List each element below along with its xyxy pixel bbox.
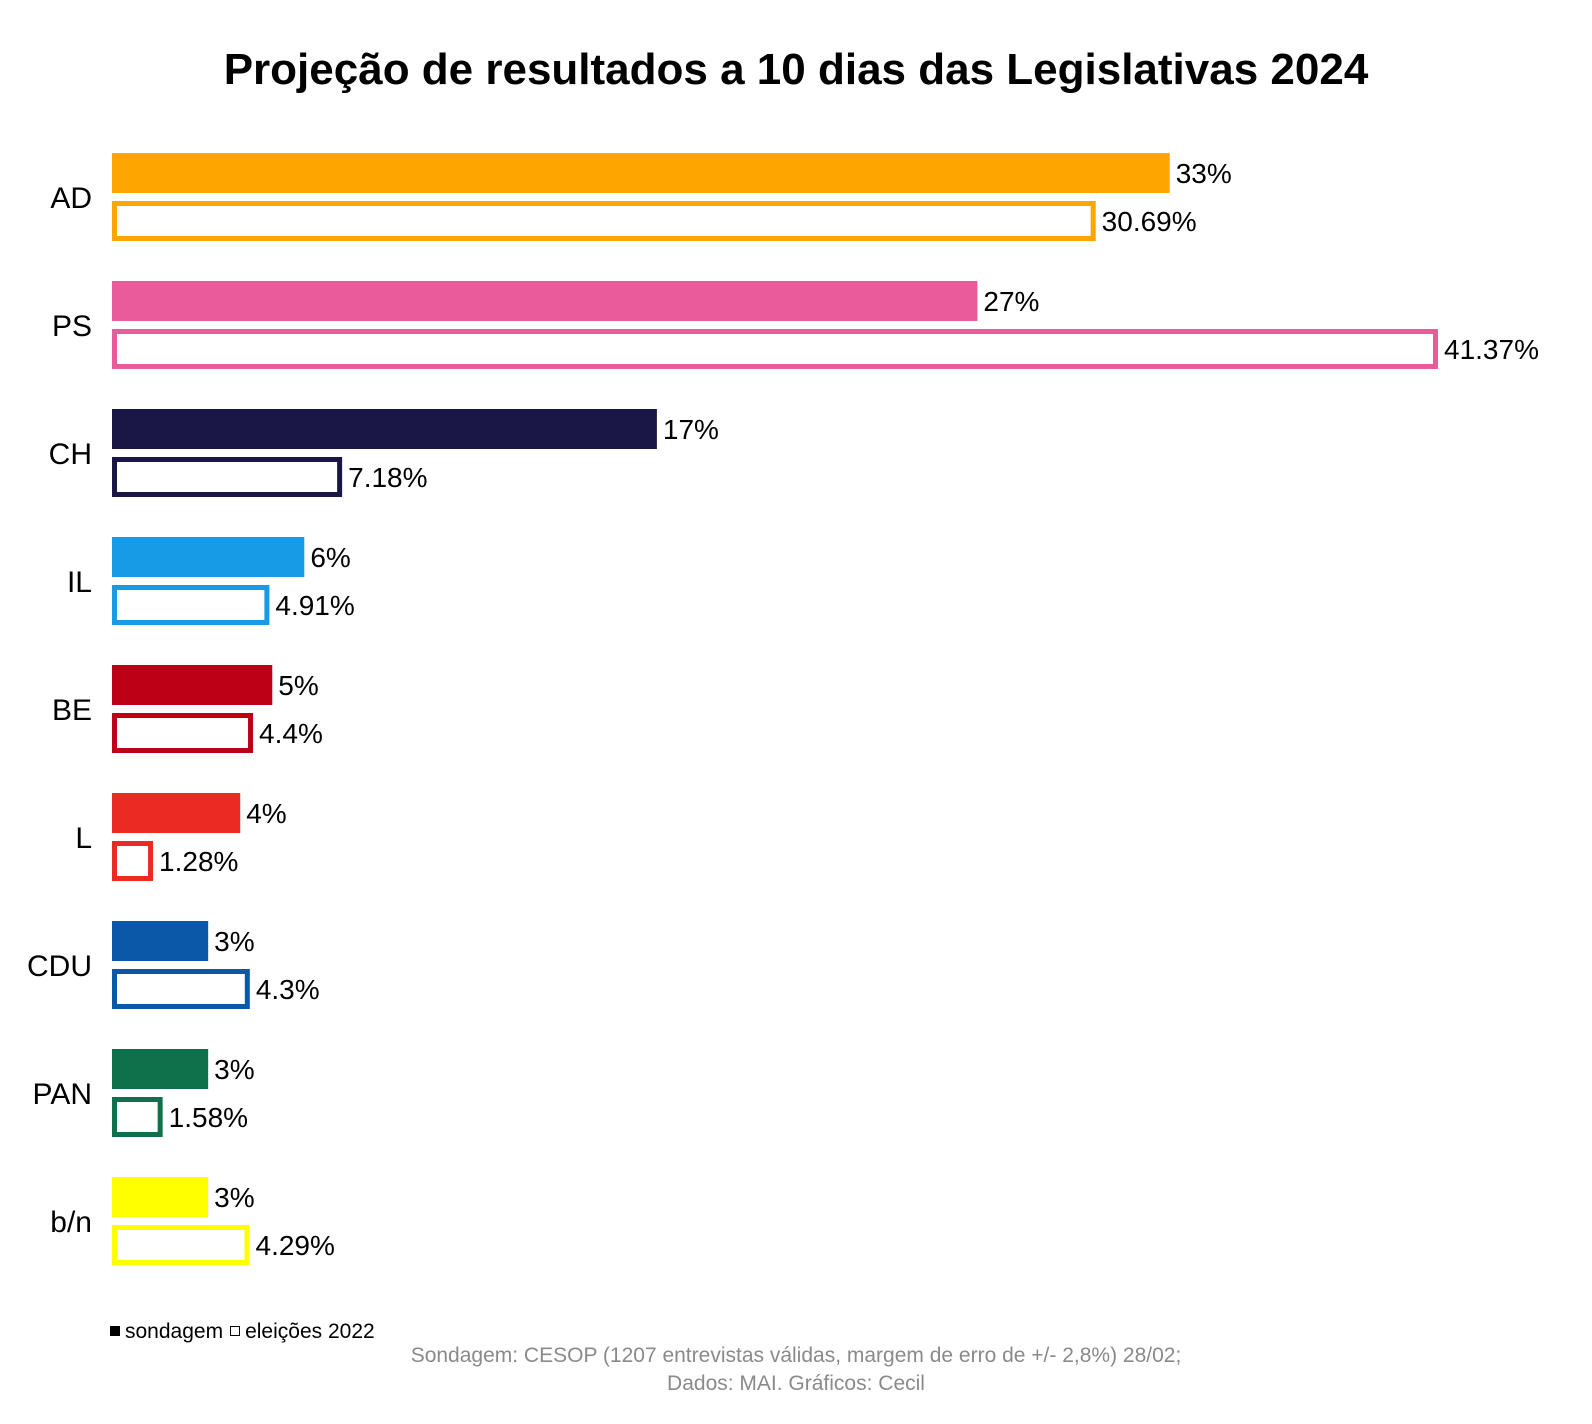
source-line-1: Sondagem: CESOP (1207 entrevistas válida… xyxy=(410,1344,1182,1367)
value-label-sondagem-l: 4% xyxy=(246,798,286,829)
bar-eleicoes-2022-ch xyxy=(112,457,343,497)
value-label-sondagem-il: 6% xyxy=(310,542,350,573)
bar-eleicoes-2022-l xyxy=(112,841,154,881)
chart-title: Projeção de resultados a 10 dias das Leg… xyxy=(223,45,1369,94)
bar-eleicoes-2022-il xyxy=(112,585,270,625)
bar-eleicoes-2022-be xyxy=(112,713,254,753)
source-line-2: Dados: MAI. Gráficos: Cecil xyxy=(667,1372,925,1395)
legend: sondagem eleições 2022 xyxy=(110,1318,375,1346)
bar-sondagem-ps xyxy=(112,281,978,321)
legend-empty-square-icon xyxy=(230,1326,241,1337)
category-label-b-n: b/n xyxy=(50,1206,92,1239)
value-label-sondagem-ps: 27% xyxy=(983,286,1039,317)
category-label-ch: CH xyxy=(49,438,92,471)
value-label-eleicoes-2022-b-n: 4.29% xyxy=(256,1230,335,1261)
legend-filled-square-icon xyxy=(110,1326,120,1337)
legend-label-eleicoes: eleições 2022 xyxy=(245,1320,375,1343)
value-label-eleicoes-2022-ch: 7.18% xyxy=(348,462,427,493)
value-label-sondagem-cdu: 3% xyxy=(214,926,254,957)
category-label-pan: PAN xyxy=(33,1078,92,1111)
bar-eleicoes-2022-cdu xyxy=(112,969,250,1009)
category-label-l: L xyxy=(75,822,92,855)
value-label-eleicoes-2022-pan: 1.58% xyxy=(169,1102,248,1133)
value-label-sondagem-ad: 33% xyxy=(1176,158,1232,189)
value-label-eleicoes-2022-cdu: 4.3% xyxy=(256,974,320,1005)
bar-eleicoes-2022-ad xyxy=(112,201,1096,241)
value-label-sondagem-ch: 17% xyxy=(663,414,719,445)
source-note: Sondagem: CESOP (1207 entrevistas válida… xyxy=(0,1342,1592,1398)
bar-sondagem-b-n xyxy=(112,1177,209,1217)
value-label-eleicoes-2022-ps: 41.37% xyxy=(1444,334,1539,365)
category-label-be: BE xyxy=(52,694,92,727)
value-label-eleicoes-2022-be: 4.4% xyxy=(259,718,323,749)
bar-sondagem-ad xyxy=(112,153,1170,193)
bar-eleicoes-2022-pan xyxy=(112,1097,163,1137)
bar-sondagem-l xyxy=(112,793,241,833)
bar-eleicoes-2022-b-n xyxy=(112,1225,250,1265)
category-label-ad: AD xyxy=(50,182,92,215)
value-label-sondagem-pan: 3% xyxy=(214,1054,254,1085)
category-label-ps: PS xyxy=(52,310,92,343)
bar-eleicoes-2022-ps xyxy=(112,329,1438,369)
legend-label-sondagem: sondagem xyxy=(125,1320,224,1343)
value-label-sondagem-be: 5% xyxy=(278,670,318,701)
category-label-cdu: CDU xyxy=(27,950,92,983)
bar-sondagem-ch xyxy=(112,409,657,449)
value-label-eleicoes-2022-l: 1.28% xyxy=(159,846,238,877)
category-label-il: IL xyxy=(67,566,92,599)
bar-chart: AD 33% 30.69% PS 27% 41.37% CH 17% 7.18% IL 6% 4.91… xyxy=(27,153,1539,1265)
bar-sondagem-cdu xyxy=(112,921,209,961)
value-label-eleicoes-2022-ad: 30.69% xyxy=(1102,206,1197,237)
bar-sondagem-il xyxy=(112,537,305,577)
bar-sondagem-pan xyxy=(112,1049,209,1089)
value-label-eleicoes-2022-il: 4.91% xyxy=(275,590,354,621)
value-label-sondagem-b-n: 3% xyxy=(214,1182,254,1213)
bar-sondagem-be xyxy=(112,665,273,705)
